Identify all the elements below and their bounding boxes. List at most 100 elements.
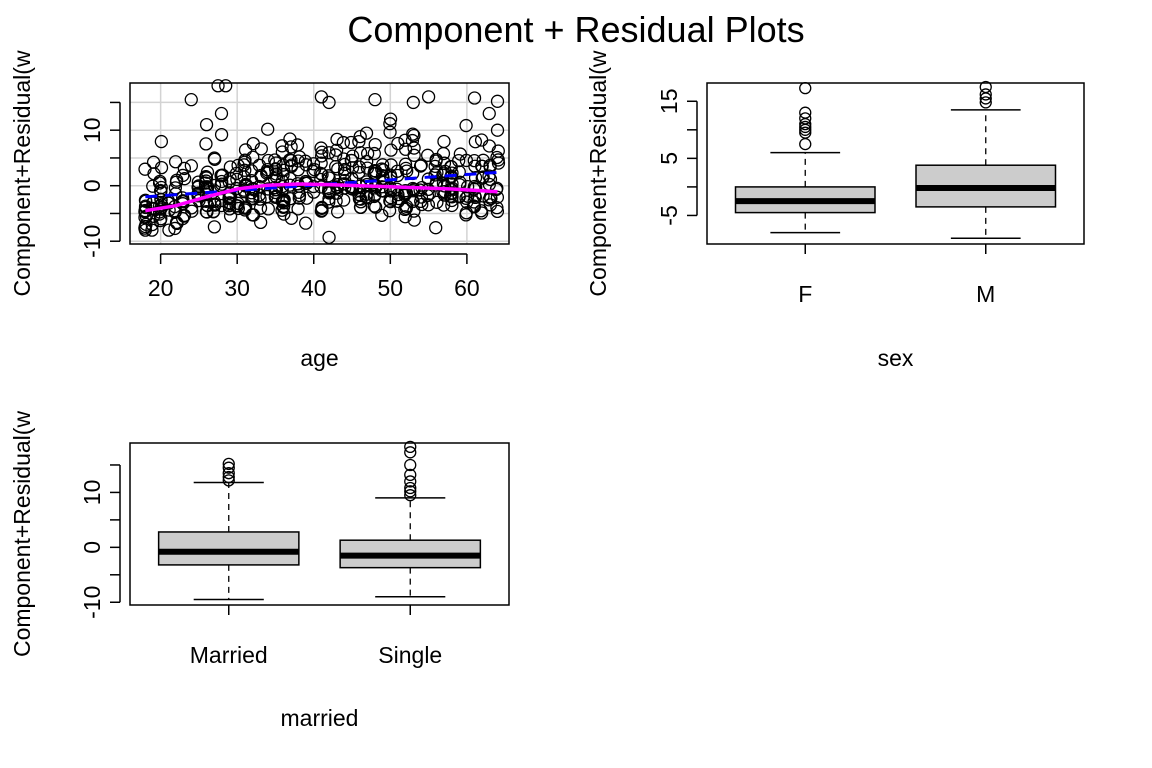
data-point [238,203,252,217]
data-point [398,157,413,171]
data-point [354,200,368,215]
data-point [269,162,283,177]
data-point [398,210,412,224]
data-point [337,162,352,177]
data-point [268,153,282,167]
x-tick-label: 50 [378,275,404,301]
data-point [405,133,420,148]
data-point [468,171,483,185]
data-point [214,127,229,142]
x-axis-label: age [300,345,338,371]
data-point [490,204,505,219]
data-point [277,193,291,207]
data-point [275,139,289,153]
data-point [375,169,390,183]
data-point [146,179,160,193]
data-point [162,223,176,237]
data-point [322,95,336,110]
data-point [306,164,320,179]
panel-married: Married Single -10 0 10 married Component+Resi… [9,411,510,731]
data-point [467,91,482,105]
x-tick-label: 60 [454,275,480,301]
data-point [428,159,442,173]
data-point [459,118,473,133]
data-point [223,209,238,223]
data-point [437,179,452,193]
data-point [284,140,298,154]
panel-age: 20 30 40 50 60 -10 0 10 age Component+Residual(w [9,50,510,371]
outlier-point [404,485,417,498]
data-point [367,146,381,161]
data-point [168,155,183,169]
data-point [214,169,228,183]
data-point [177,172,192,186]
plot-frame [706,82,1085,245]
outlier-point [404,489,417,502]
x-tick-label: F [798,281,812,307]
data-point [214,198,228,213]
data-point [384,184,398,198]
outlier-point [979,96,992,109]
outlier-point [222,474,235,487]
x-axis-label: sex [878,345,914,371]
y-axis-label: Component+Residual(w [9,411,35,657]
y-tick-label: 0 [79,179,105,192]
data-point [168,221,182,236]
data-point [382,204,397,218]
data-point [208,198,222,212]
data-point [407,213,421,227]
data-point [331,162,345,176]
data-point [490,150,504,165]
data-point [299,216,313,230]
outlier-point [799,126,812,139]
data-point [384,143,398,157]
data-point [269,189,283,203]
data-point [469,181,483,195]
y-tick-label: 15 [656,88,682,114]
data-point [329,143,344,157]
data-point [414,190,429,204]
data-point [436,198,451,212]
data-point [199,117,214,132]
data-point [368,93,382,107]
data-point [261,153,275,168]
x-tick-label: 30 [224,275,250,301]
data-point [200,205,214,219]
data-point [466,199,481,213]
outlier-point [404,475,417,488]
outlier-point [222,470,235,484]
data-point [352,160,366,174]
outlier-point [979,80,992,94]
data-point [398,202,412,217]
data-point [437,134,451,149]
data-point [407,128,421,143]
data-point [215,174,229,189]
outlier-point [404,458,417,472]
data-point [421,90,436,104]
y-tick-label: 10 [79,117,105,143]
data-point [277,163,291,177]
data-point [490,123,505,137]
data-point [421,148,435,162]
data-point [437,166,451,180]
outlier-point [799,120,812,134]
data-point [229,199,243,213]
data-point [138,221,152,235]
data-point [199,137,213,151]
x-axis-label: married [281,705,359,731]
x-tick-label: Single [378,642,442,668]
data-point [284,211,299,225]
data-point [211,79,225,93]
data-point [369,200,383,214]
data-point [353,146,368,160]
data-point [191,175,205,189]
data-point [329,148,343,162]
data-point [459,206,473,220]
outlier-point [979,88,992,101]
data-point [330,205,345,219]
outlier-point [799,81,812,95]
data-point [283,192,297,206]
data-point [390,168,405,183]
plot-frame [129,442,510,606]
